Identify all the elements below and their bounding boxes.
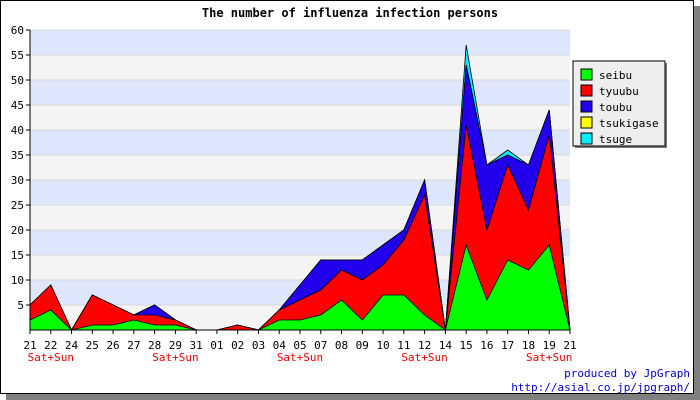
legend-swatch-seibu — [580, 68, 593, 81]
axes: 5 10 15 20 25 30 35 40 45 50 55 60 21 22 24 25 26 27 28 29 3… — [11, 24, 577, 364]
x-tick-label: 12 — [418, 339, 431, 352]
x-tick-label: 24 — [65, 339, 79, 352]
x-tick-label: 21 — [563, 339, 576, 352]
legend-swatch-tyuubu — [580, 84, 593, 97]
y-tick-label: 50 — [11, 74, 24, 87]
y-tick-label: 5 — [17, 299, 24, 312]
x-tick-label: 09 — [356, 339, 369, 352]
legend-label-seibu: seibu — [599, 69, 632, 82]
x-tick-label: 22 — [44, 339, 57, 352]
x-tick-label: 04 — [273, 339, 287, 352]
area-seibu — [29, 243, 571, 331]
legend-label-tyuubu: tyuubu — [599, 85, 639, 98]
legend-label-toubu: toubu — [599, 101, 632, 114]
x-tick-label: 16 — [480, 339, 493, 352]
y-tick-label: 55 — [11, 49, 24, 62]
y-tick-label: 45 — [11, 99, 24, 112]
frame-shadow-right — [694, 6, 700, 400]
x-tick-label: 29 — [169, 339, 182, 352]
legend: seibu tyuubu toubu tsukigase tsuge — [572, 60, 667, 148]
y-tick-label: 20 — [11, 224, 24, 237]
frame-shadow-bottom — [6, 394, 700, 400]
weekend-label: Sat+Sun — [526, 351, 572, 364]
x-tick-label: 05 — [293, 339, 306, 352]
x-tick-label: 08 — [335, 339, 348, 352]
y-tick-label: 15 — [11, 249, 24, 262]
y-tick-label: 60 — [11, 24, 24, 37]
x-tick-label: 18 — [522, 339, 535, 352]
y-tick-label: 30 — [11, 174, 24, 187]
x-tick-label: 17 — [501, 339, 514, 352]
x-tick-label: 28 — [148, 339, 161, 352]
background-band — [30, 80, 570, 105]
x-tick-label: 26 — [106, 339, 119, 352]
x-tick-label: 11 — [397, 339, 410, 352]
weekend-label: Sat+Sun — [152, 351, 198, 364]
credit-url[interactable]: http://asial.co.jp/jpgraph/ — [511, 381, 690, 394]
y-tick-label: 40 — [11, 124, 24, 137]
x-tick-label: 31 — [190, 339, 203, 352]
x-tick-label: 25 — [86, 339, 99, 352]
x-tick-label: 10 — [376, 339, 389, 352]
x-tick-label: 27 — [127, 339, 140, 352]
x-tick-label: 19 — [543, 339, 556, 352]
background-band — [30, 30, 570, 55]
x-tick-label: 07 — [314, 339, 327, 352]
x-tick-label: 14 — [439, 339, 453, 352]
area-tyuubu — [29, 124, 571, 331]
background-band — [30, 105, 570, 130]
y-tick-label: 35 — [11, 149, 24, 162]
y-tick-label: 10 — [11, 274, 24, 287]
credit-text: produced by JpGraph — [564, 367, 690, 380]
weekend-label: Sat+Sun — [277, 351, 323, 364]
background-band — [30, 130, 570, 155]
legend-label-tsuge: tsuge — [599, 133, 632, 146]
x-tick-label: 21 — [23, 339, 36, 352]
stacked-areas — [29, 44, 571, 331]
x-tick-label: 15 — [460, 339, 473, 352]
x-tick-label: 02 — [231, 339, 244, 352]
x-tick-label: 03 — [252, 339, 265, 352]
background-band — [30, 55, 570, 80]
x-tick-label: 01 — [210, 339, 223, 352]
legend-label-tsukigase: tsukigase — [599, 117, 659, 130]
y-tick-label: 25 — [11, 199, 24, 212]
weekend-label: Sat+Sun — [401, 351, 447, 364]
legend-swatch-toubu — [580, 100, 593, 113]
legend-swatch-tsukigase — [580, 116, 593, 129]
legend-swatch-tsuge — [580, 132, 593, 145]
weekend-label: Sat+Sun — [28, 351, 74, 364]
chart-title: The number of influenza infection person… — [202, 6, 498, 20]
